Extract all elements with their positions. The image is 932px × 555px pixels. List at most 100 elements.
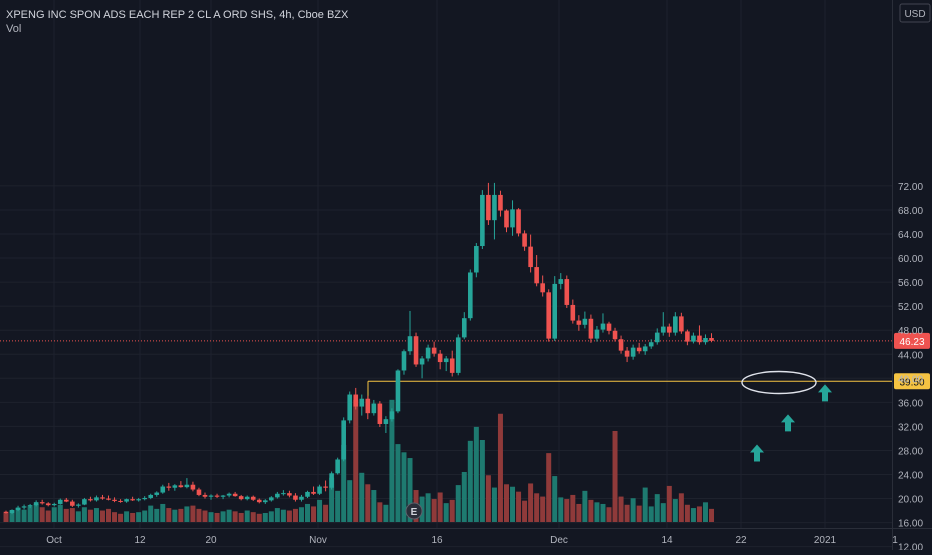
candle-body [45,503,51,506]
time-tick-label: Dec [550,535,568,546]
candle-body [600,323,606,330]
volume-bar [642,487,648,522]
volume-bar [516,491,522,522]
candle-body [293,495,298,500]
earnings-marker: E [405,502,423,520]
horizontal-level[interactable]: 46.23 39.50 [0,332,930,400]
candle-body [184,484,190,488]
volume-bar [118,513,124,522]
volume-bar [347,480,353,522]
volume-bar [130,512,136,522]
volume-bar [214,512,220,522]
candle-body [654,332,660,343]
earnings-marker-circle [405,502,423,520]
volume-bar [648,506,654,522]
volume-bar [389,399,395,522]
candle-body [226,493,232,496]
volume-bar [455,485,461,522]
candle-body [281,493,286,495]
candle-body [558,279,564,284]
candle-body [305,491,310,497]
volume-bar [305,503,310,522]
candle-body [220,495,226,497]
candle-body [486,194,491,221]
volume-bar [57,504,63,522]
candle-body [474,246,479,273]
candle-body [648,342,654,347]
volume-bar [522,500,528,522]
candle-body [691,335,696,342]
candle-body [214,495,220,497]
volume-bar [540,496,546,522]
price-tick-label: 44.00 [898,350,923,361]
candle-body [64,499,69,502]
volume-bar [684,504,690,522]
candle-body [492,194,497,221]
candle-body [275,493,280,498]
volume-bar [93,508,99,522]
candle-body [389,411,395,420]
candle-body [582,318,588,325]
volume-bar [311,506,317,522]
volume-bar [184,506,190,522]
volume-bar [268,511,274,522]
chart-legend: XPENG INC SPON ADS EACH REP 2 CL A ORD S… [6,8,348,36]
volume-bar [196,508,202,522]
volume-bar [353,399,359,522]
volume-bar [27,506,33,522]
candle-body [329,473,334,488]
volume-bar [437,492,443,522]
volume-bar [292,508,298,522]
candle-body [9,509,15,513]
volume-bar [467,440,473,522]
volume-bar [298,507,304,522]
candle-body [480,194,485,247]
price-tick-label: 28.00 [898,446,923,457]
price-tick-label: 24.00 [898,471,923,482]
price-tick-label: 20.00 [898,495,923,506]
time-tick-label: 12 [134,535,146,546]
volume-bar [51,507,57,522]
volume-bar [377,502,383,522]
volume-bar [479,440,485,522]
volume-bar [546,453,552,522]
volume-bar [226,509,232,522]
circled-zone-ellipse [741,370,817,395]
volume-bar [534,493,540,522]
volume-bar [69,508,75,522]
time-tick-label: 22 [735,535,747,546]
candles[interactable] [3,182,714,515]
volume-bar [160,503,166,522]
volume-bar [636,505,642,522]
symbol-title[interactable]: XPENG INC SPON ADS EACH REP 2 CL A ORD S… [6,9,349,21]
annotations[interactable]: E [405,370,832,520]
volume-bar [491,487,497,522]
volume-bar [528,483,534,522]
time-tick-label: 20 [205,535,217,546]
volume-bar [552,476,558,522]
candle-body [106,498,111,500]
volume-bar [335,490,341,522]
volume-label[interactable]: Vol [6,23,22,35]
up-arrow-icon [818,384,832,402]
candle-body [365,398,371,414]
candle-body [21,506,27,508]
volume-bar [142,510,148,522]
candle-body [443,358,449,363]
volume-bar [124,511,130,522]
candle-body [208,495,214,497]
volume-bar [112,512,118,522]
candle-body [51,503,57,506]
volume-bar [3,512,9,522]
candle-body [437,353,443,363]
volume-bar [45,510,51,522]
current-price-badge [894,332,930,349]
candle-body [100,497,105,499]
volume-bar [588,499,594,522]
candle-body [160,486,166,493]
candle-body [498,194,503,211]
volume-bar [166,508,172,522]
